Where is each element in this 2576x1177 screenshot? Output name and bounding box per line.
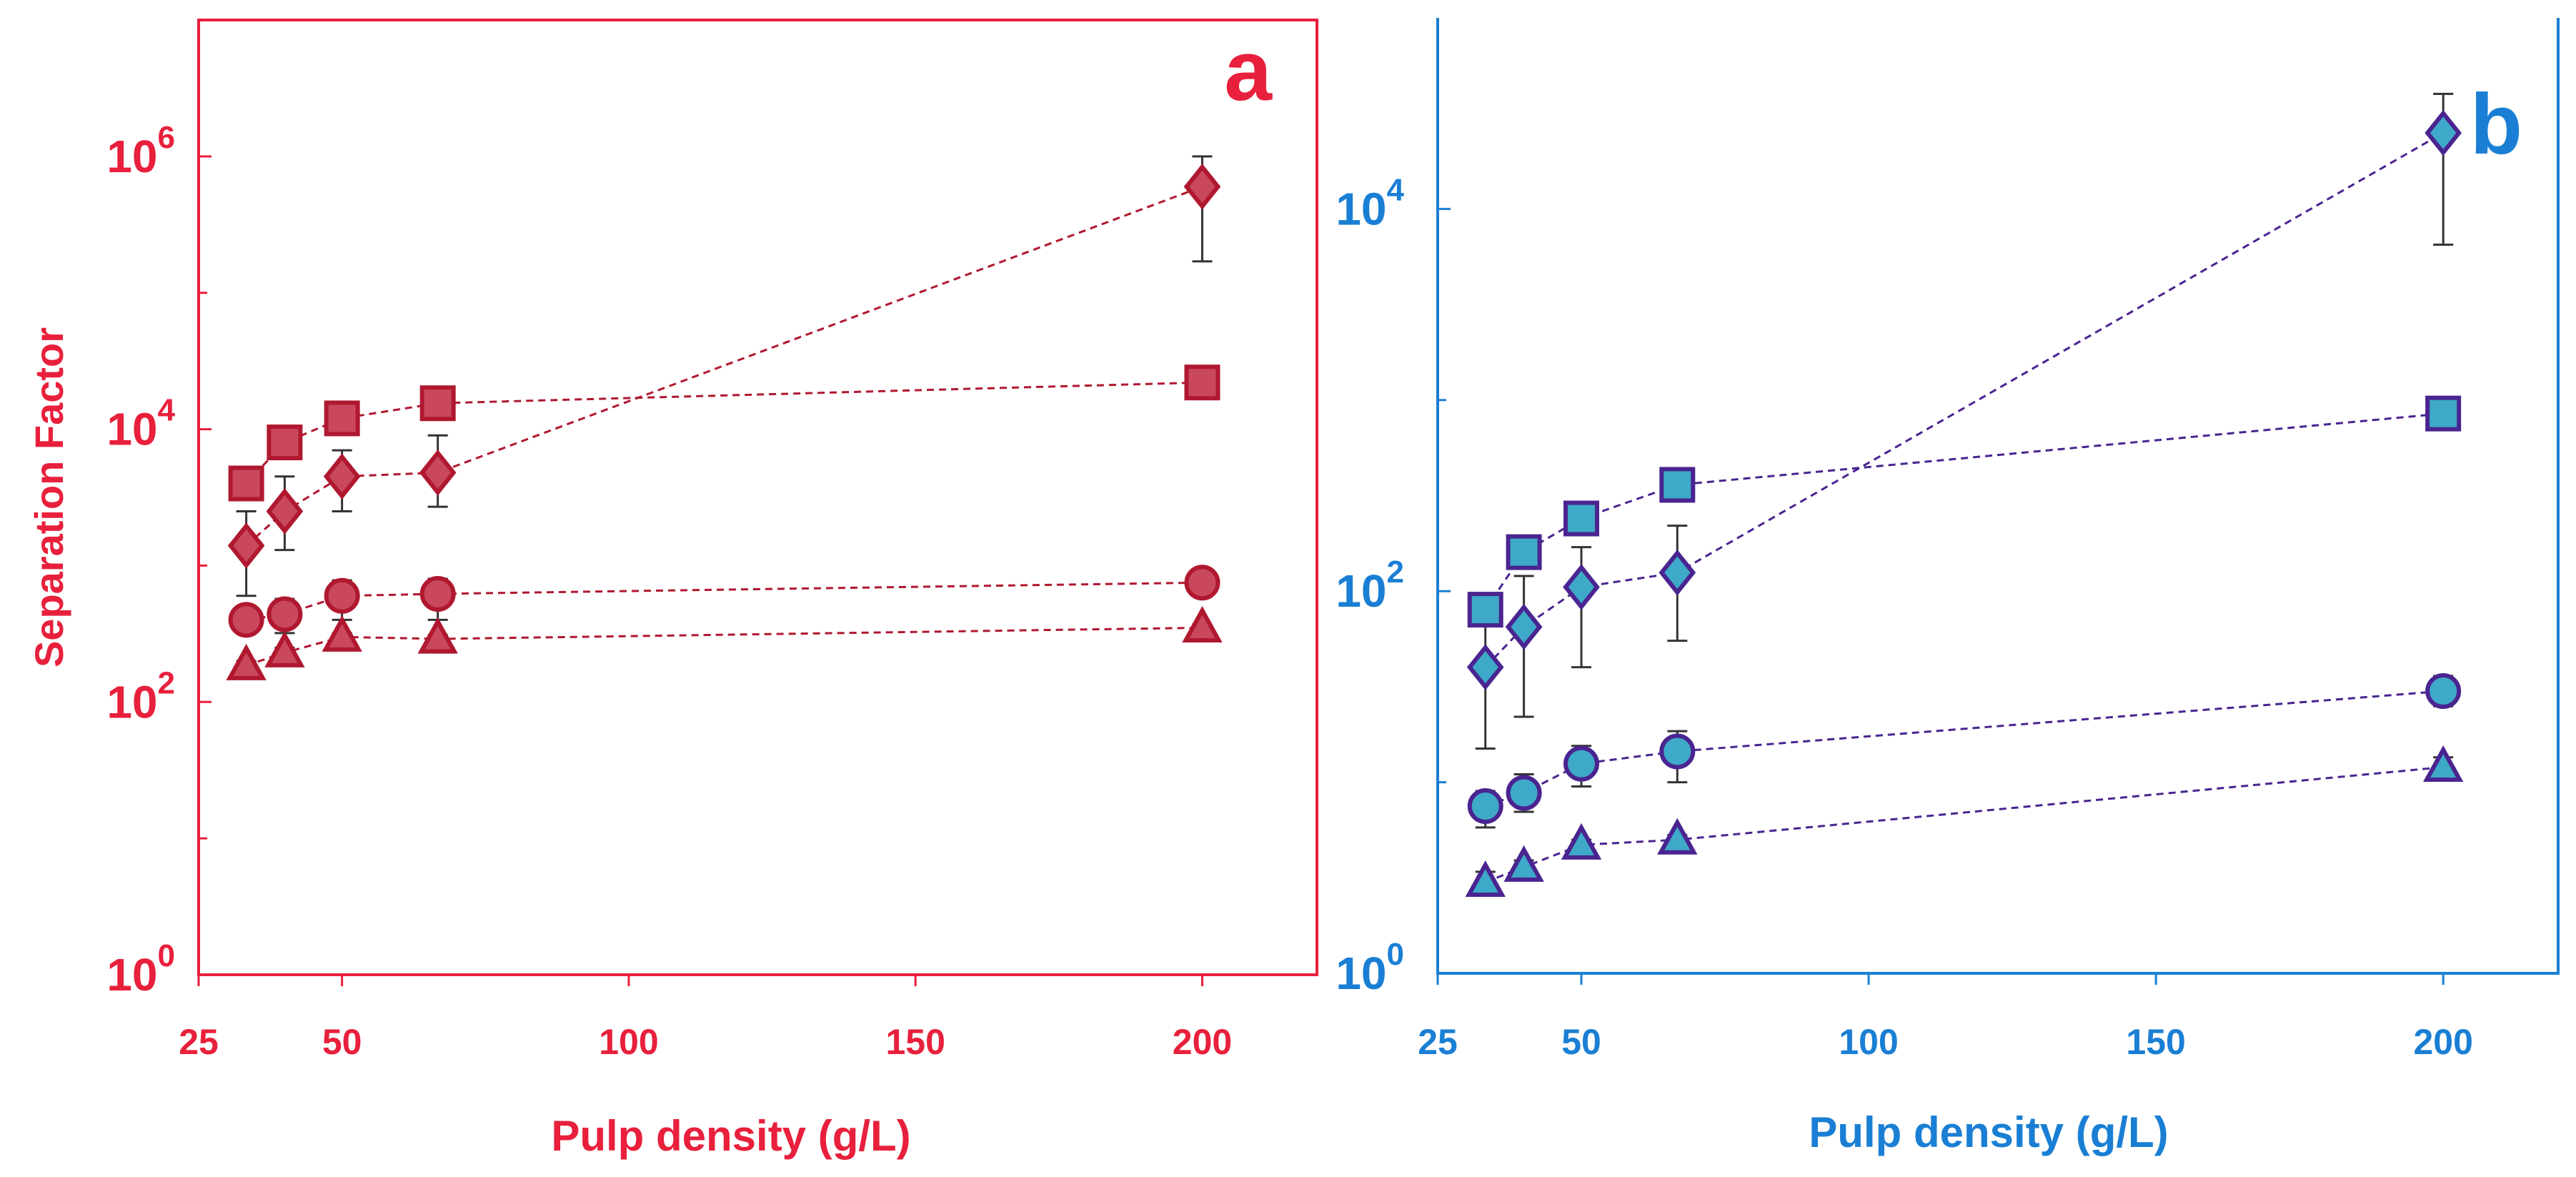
xtick-label: 200 — [2413, 1022, 2472, 1062]
panel-b-yticks: 100 102 104 — [1336, 172, 1451, 999]
panel-a-frame — [197, 19, 1318, 976]
triangle-marker — [2422, 745, 2464, 783]
diamond-marker — [1183, 163, 1221, 210]
triangle-marker — [1657, 818, 1698, 855]
xtick-label: 150 — [885, 1022, 945, 1062]
panel-a-yticks: 100 102 104 106 — [106, 120, 212, 1000]
square-marker — [1506, 534, 1542, 570]
circle-marker — [419, 576, 456, 612]
square-marker — [1659, 467, 1696, 503]
circle-marker — [1184, 565, 1220, 601]
circle-marker — [2425, 673, 2462, 710]
square-marker — [324, 400, 360, 437]
panel-a-xticks: 25 50 100 150 200 — [179, 975, 1232, 1062]
panel-b-frame — [1436, 18, 2560, 975]
panel-b: b Pulp density (g/L) 100 102 104 25 50 100 15… — [1336, 18, 2560, 1156]
panel-b-xlabel: Pulp density (g/L) — [1809, 1108, 2168, 1156]
ytick-label: 104 — [1336, 172, 1404, 234]
diamond-marker — [1466, 644, 1504, 690]
square-marker — [2425, 395, 2462, 432]
circle-marker — [1563, 745, 1600, 782]
xtick-label: 25 — [1418, 1022, 1458, 1062]
ytick-label: 104 — [106, 393, 175, 455]
panel-a-series — [226, 155, 1223, 680]
panel-a: a Separation Factor Pulp density (g/L) 1… — [26, 19, 1318, 1160]
triangle-marker — [264, 630, 305, 667]
circle-marker — [1659, 733, 1696, 770]
panel-a-ylabel: Separation Factor — [26, 327, 71, 667]
triangle-marker — [226, 643, 267, 680]
panel-b-label: b — [2470, 76, 2522, 172]
square-marker — [267, 424, 303, 461]
square-marker — [1467, 592, 1503, 628]
ytick-label: 100 — [106, 938, 175, 1000]
xtick-label: 25 — [179, 1022, 219, 1062]
circle-marker — [324, 577, 360, 614]
triangle-marker — [417, 617, 458, 654]
circle-marker — [228, 602, 264, 638]
square-marker — [228, 465, 264, 502]
circle-series-line — [1485, 690, 2444, 808]
triangle-marker — [1465, 860, 1506, 898]
triangle-series-line — [1485, 765, 2444, 883]
diamond-marker — [419, 450, 457, 496]
xtick-label: 50 — [1561, 1022, 1601, 1062]
circle-series-line — [246, 581, 1203, 621]
xtick-label: 200 — [1173, 1022, 1232, 1062]
panel-b-xticks: 25 50 100 150 200 — [1418, 973, 2473, 1062]
triangle-marker — [1503, 845, 1544, 882]
ytick-label: 106 — [106, 120, 175, 182]
diamond-marker — [1505, 603, 1543, 650]
square-marker — [1184, 364, 1220, 401]
square-series-line — [245, 381, 1203, 485]
diamond-marker — [1563, 564, 1600, 610]
diamond-marker — [266, 488, 304, 535]
circle-marker — [1506, 775, 1542, 811]
diamond-marker — [1659, 549, 1696, 596]
square-marker — [419, 385, 456, 422]
diamond-marker — [227, 522, 265, 569]
circle-marker — [1467, 788, 1503, 825]
diamond-series-line — [1484, 131, 2444, 668]
panel-a-xlabel: Pulp density (g/L) — [551, 1112, 910, 1160]
diamond-series-line — [245, 185, 1203, 547]
diamond-marker — [2425, 109, 2462, 157]
circle-marker — [267, 596, 303, 632]
xtick-label: 100 — [1839, 1022, 1898, 1062]
triangle-marker — [322, 615, 362, 652]
ytick-label: 102 — [1336, 555, 1404, 617]
ytick-label: 102 — [106, 665, 175, 727]
triangle-series-line — [246, 626, 1203, 667]
xtick-label: 50 — [322, 1022, 362, 1062]
ytick-label: 100 — [1336, 937, 1404, 999]
panel-b-series — [1465, 92, 2464, 898]
panel-a-label: a — [1224, 23, 1273, 119]
diamond-marker — [323, 453, 361, 500]
triangle-marker — [1182, 606, 1223, 643]
xtick-label: 150 — [2126, 1022, 2185, 1062]
triangle-marker — [1561, 823, 1602, 860]
xtick-label: 100 — [599, 1022, 658, 1062]
square-marker — [1563, 500, 1600, 537]
